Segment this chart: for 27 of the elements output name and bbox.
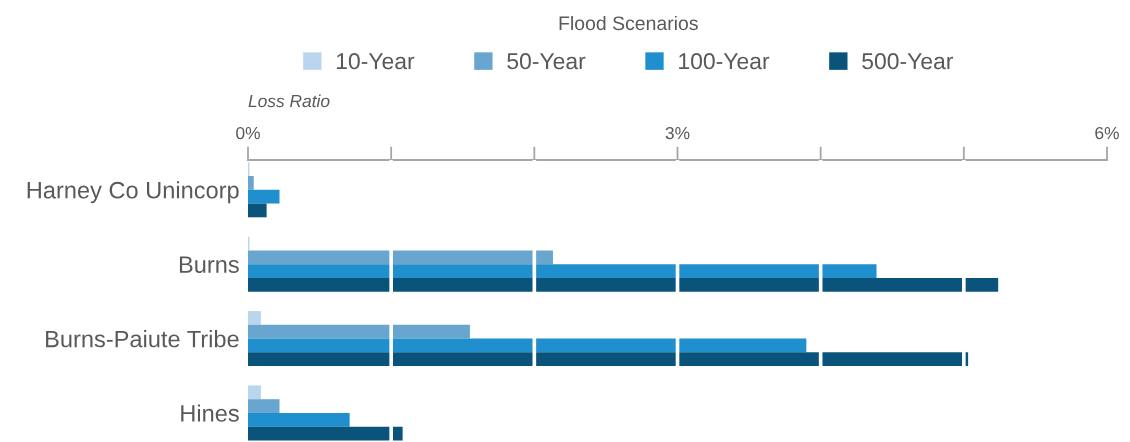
legend-label: 500-Year	[862, 53, 954, 70]
bar	[248, 176, 254, 190]
legend-title: Flood Scenarios	[559, 15, 698, 31]
y-tick-label: Harney Co Unincorp	[27, 181, 239, 204]
x-axis-title: Loss Ratio	[248, 94, 330, 108]
y-tick-label: Burns	[179, 256, 239, 273]
legend-label: 50-Year	[507, 53, 586, 70]
bar	[248, 412, 350, 427]
legend-label: 100-Year	[679, 53, 770, 70]
bar	[248, 189, 280, 204]
bar	[248, 264, 877, 278]
bar	[248, 385, 261, 400]
y-tick-label: Burns-Paiute Tribe	[46, 330, 239, 348]
bar	[248, 311, 261, 325]
bar	[248, 250, 553, 265]
x-tick-label: 0%	[236, 126, 260, 140]
bar	[248, 399, 280, 413]
bar	[248, 277, 999, 292]
bar	[248, 324, 470, 339]
x-tick-label: 6%	[1095, 126, 1119, 140]
x-tick-label: 3%	[665, 126, 690, 140]
bar	[248, 352, 969, 367]
y-tick-label: Hines	[181, 404, 239, 422]
legend-label: 10-Year	[336, 53, 415, 70]
bar	[248, 338, 807, 353]
bar	[248, 426, 403, 441]
bar	[248, 203, 267, 218]
